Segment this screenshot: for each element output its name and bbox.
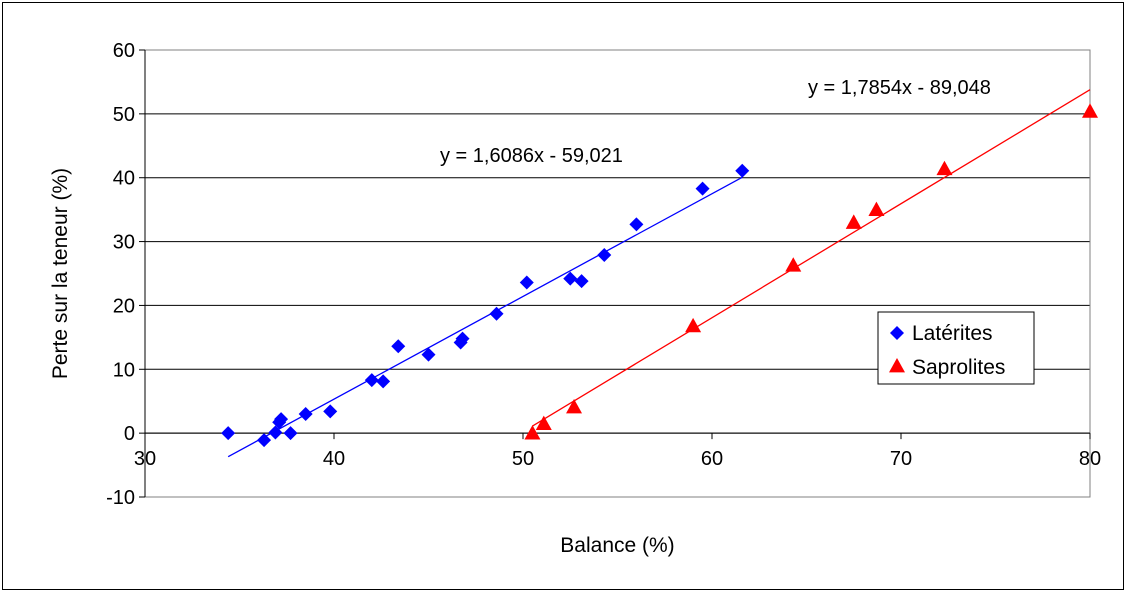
laterites-point (629, 217, 644, 232)
y-tick-label: 50 (113, 104, 135, 126)
laterites-point (489, 306, 504, 321)
saprolites-point (845, 214, 862, 229)
x-tick-label: 60 (701, 448, 723, 470)
laterites-point (574, 274, 589, 289)
axis-labels: -10 0 10 20 30 40 50 60 30 40 50 60 70 80 (106, 40, 1101, 509)
saprolites-point (1082, 103, 1098, 118)
saprolites-point (685, 317, 702, 333)
saprolites-point (785, 257, 802, 272)
laterites-point (391, 339, 406, 354)
laterites-point (519, 275, 534, 290)
y-tick-label: -10 (106, 487, 135, 509)
x-tick-label: 50 (512, 448, 534, 470)
laterites-point (597, 247, 612, 262)
y-tick-label: 20 (113, 295, 135, 317)
data-points (221, 103, 1098, 448)
y-tick-label: 0 (124, 423, 135, 445)
laterites-point (455, 331, 470, 346)
laterites-point (257, 433, 272, 448)
legend-label-laterites: Latérites (912, 322, 993, 345)
x-tick-label: 80 (1079, 448, 1101, 470)
legend-label-saprolites: Saprolites (912, 356, 1005, 379)
y-tick-label: 10 (113, 359, 135, 381)
laterites-point (298, 406, 313, 421)
laterites-point (376, 374, 391, 389)
x-tick-label: 40 (323, 448, 345, 470)
laterites-point (221, 426, 236, 441)
x-tick-label: 70 (890, 448, 912, 470)
x-axis-title: Balance (%) (560, 534, 674, 557)
legend-marker-shape (889, 358, 905, 373)
laterites-point (283, 426, 298, 441)
legend-marker-saprolites (889, 358, 905, 373)
y-axis-title: Perte sur la teneur (%) (49, 168, 72, 379)
saprolites-point (524, 425, 541, 440)
axes (139, 49, 1091, 498)
legend-marker-laterites (890, 326, 904, 340)
saprolites-point (936, 160, 953, 176)
laterites-point (695, 181, 710, 196)
laterites-point (735, 163, 750, 178)
saprolites-point (868, 201, 885, 217)
y-tick-label: 60 (113, 40, 135, 62)
trendline-saprolites (532, 89, 1091, 427)
trendlines (227, 89, 1091, 458)
trendline-equation-saprolites: y = 1,7854x - 89,048 (808, 77, 991, 99)
y-tick-label: 30 (113, 232, 135, 254)
saprolites-point (535, 415, 552, 430)
laterites-point (421, 347, 436, 362)
laterites-point (323, 404, 338, 419)
trendline-laterites (227, 176, 743, 458)
laterites-point (364, 373, 379, 388)
saprolites-point (566, 398, 583, 414)
y-tick-label: 40 (113, 168, 135, 190)
laterites-point (274, 412, 289, 427)
legend: Latérites Saprolites (877, 311, 1035, 385)
legend-marker-shape (890, 326, 904, 340)
trendline-equation-laterites: y = 1,6086x - 59,021 (440, 145, 623, 167)
x-tick-label: 30 (134, 448, 156, 470)
laterites-point (563, 271, 578, 286)
